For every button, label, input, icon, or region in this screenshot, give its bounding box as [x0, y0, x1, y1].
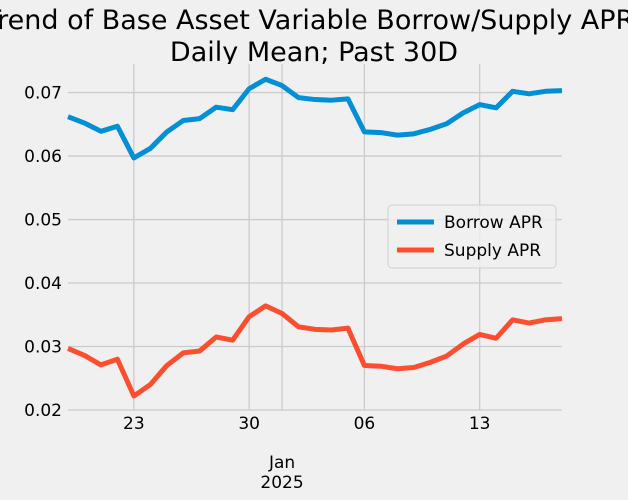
legend-label-supply: Supply APR	[444, 241, 541, 261]
y-tick-label: 0.04	[24, 274, 62, 294]
x-tick-label: 23	[123, 414, 145, 434]
series-lines	[67, 76, 563, 399]
x-tick-label: 30	[238, 414, 260, 434]
y-tick-label: 0.03	[24, 338, 62, 358]
legend: Borrow APR Supply APR	[387, 204, 557, 269]
x-tick-label: 06	[354, 414, 376, 434]
y-tick-label: 0.05	[24, 211, 62, 231]
chart-title-line-1: Trend of Base Asset Variable Borrow/Supp…	[0, 5, 628, 36]
y-axis-tick-labels: 0.02 0.03 0.04 0.05 0.06 0.07	[24, 84, 62, 421]
y-tick-label: 0.06	[24, 147, 62, 167]
series-line-supply-apr	[67, 303, 563, 399]
x-major-tick-label-month: Jan	[268, 453, 295, 473]
legend-label-borrow: Borrow APR	[444, 213, 543, 233]
y-tick-label: 0.02	[24, 401, 62, 421]
x-tick-label: 13	[469, 414, 491, 434]
chart-title-line-2: Daily Mean; Past 30D	[170, 37, 458, 68]
x-major-tick-label-year: 2025	[260, 473, 303, 493]
y-tick-label: 0.07	[24, 84, 62, 104]
series-line-borrow-apr	[67, 76, 563, 161]
